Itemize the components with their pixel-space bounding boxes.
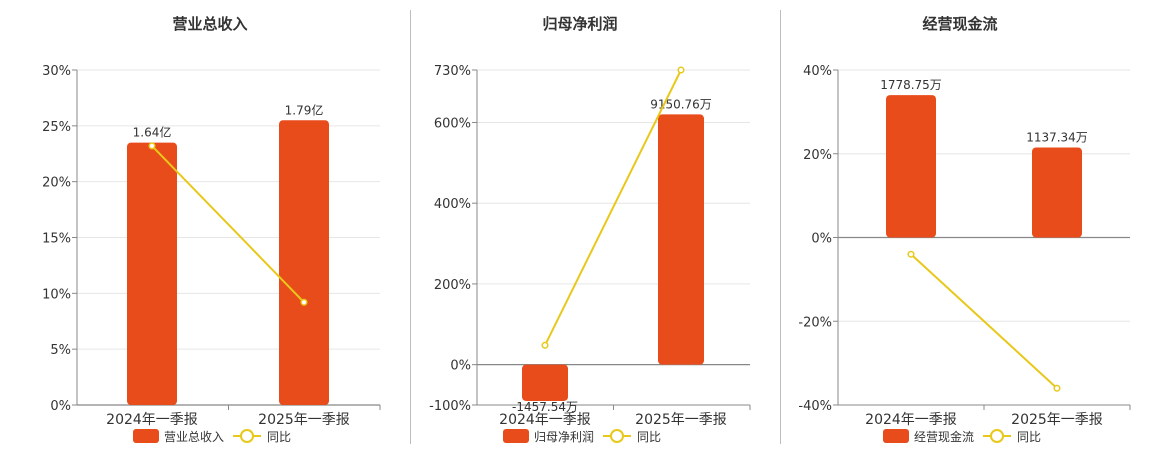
legend-label: 同比 <box>267 430 291 444</box>
y-tick-label: 30% <box>42 64 71 79</box>
y-tick-label: 20% <box>803 148 832 163</box>
chart-panel-3: 经营现金流 -40% -20% 0% 20% 40% 1778.75万 1137.34万 202… <box>798 15 1131 444</box>
legend-label: 同比 <box>1017 430 1041 444</box>
yoy-point <box>541 341 549 349</box>
legend-label: 归母净利润 <box>534 430 594 444</box>
legend-label: 同比 <box>637 430 661 444</box>
chart-title: 经营现金流 <box>922 15 997 33</box>
x-category-label: 2025年一季报 <box>258 412 350 428</box>
x-category-label: 2025年一季报 <box>1011 412 1103 428</box>
bar-value-label: 1.79亿 <box>285 102 324 117</box>
yoy-line <box>544 69 682 346</box>
y-tick-label: -40% <box>798 399 832 414</box>
yoy-point <box>1053 384 1061 392</box>
chart-panel-1: 营业总收入 0% 5% 10% 15% 20% 25% 30% 1.64亿 1.79亿 2024年一… <box>42 15 381 444</box>
bar <box>886 95 936 238</box>
legend-swatch-marker <box>610 429 624 443</box>
yoy-line <box>910 253 1058 389</box>
y-tick-label: 5% <box>50 343 71 358</box>
y-tick-label: -100% <box>429 399 471 414</box>
x-category-label: 2024年一季报 <box>865 412 957 428</box>
legend-swatch-marker <box>990 429 1004 443</box>
bar <box>522 364 568 401</box>
y-tick-label: 200% <box>434 278 471 293</box>
chart-title: 归母净利润 <box>542 15 617 33</box>
legend-swatch-bar <box>503 429 529 443</box>
legend-label: 经营现金流 <box>914 429 974 444</box>
legend-label: 营业总收入 <box>164 430 224 444</box>
y-tick-label: 10% <box>42 287 71 302</box>
panel-divider <box>410 10 411 444</box>
y-tick-label: 0% <box>50 399 71 414</box>
bar <box>279 120 329 405</box>
bar <box>1032 147 1082 238</box>
chart-panel-2: 归母净利润 -100% 0% 200% 400% 600% 730% -1457.54万 915… <box>429 15 751 444</box>
yoy-point <box>148 142 156 150</box>
legend-swatch-bar <box>133 429 159 443</box>
yoy-point <box>677 66 685 74</box>
y-tick-label: 400% <box>434 197 471 212</box>
legend-swatch-marker <box>240 429 254 443</box>
y-tick-label: 600% <box>434 116 471 131</box>
y-tick-label: 0% <box>450 359 471 374</box>
bar <box>127 142 177 406</box>
x-category-label: 2024年一季报 <box>499 412 591 428</box>
y-tick-label: -20% <box>798 315 832 330</box>
yoy-point <box>300 298 308 306</box>
y-tick-label: 0% <box>811 232 832 247</box>
y-tick-label: 25% <box>42 120 71 135</box>
panel-divider <box>780 10 781 444</box>
x-category-label: 2025年一季报 <box>635 412 727 428</box>
bar-value-label: 9150.76万 <box>650 97 712 111</box>
bar-value-label: -1457.54万 <box>512 400 578 414</box>
chart-title: 营业总收入 <box>172 15 247 33</box>
bar <box>658 114 704 365</box>
legend-swatch-bar <box>883 429 909 443</box>
y-tick-label: 730% <box>434 64 471 79</box>
bar-value-label: 1778.75万 <box>880 78 942 92</box>
yoy-point <box>907 250 915 258</box>
bar-value-label: 1137.34万 <box>1026 130 1088 144</box>
yoy-line <box>151 145 305 303</box>
y-tick-label: 40% <box>803 64 832 79</box>
y-tick-label: 15% <box>42 232 71 247</box>
x-category-label: 2024年一季报 <box>106 412 198 428</box>
y-tick-label: 20% <box>42 176 71 191</box>
bar-value-label: 1.64亿 <box>133 125 172 140</box>
